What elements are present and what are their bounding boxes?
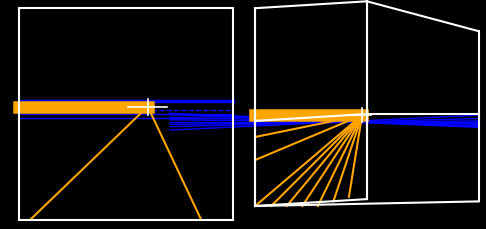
Bar [19,9,233,220]
